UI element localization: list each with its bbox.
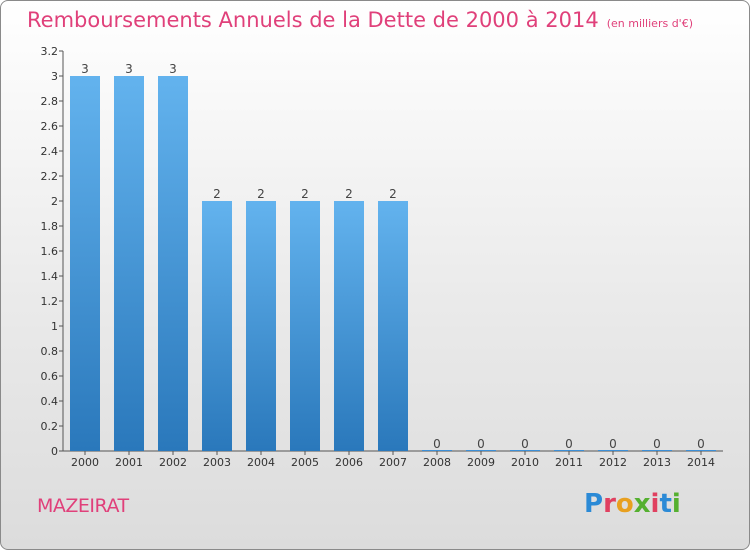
x-tick-label: 2007 [379, 456, 407, 469]
title-text: Remboursements Annuels de la Dette de 20… [27, 8, 599, 32]
y-tick-label: 2.2 [41, 170, 59, 183]
y-tick-label: 1 [51, 320, 58, 333]
x-tick-label: 2001 [115, 456, 143, 469]
bar-2012 [598, 450, 628, 451]
data-label: 2 [213, 187, 221, 201]
data-label: 3 [81, 62, 89, 76]
data-label: 3 [125, 62, 133, 76]
bar-2011 [554, 450, 584, 451]
y-tick-label: 2 [51, 195, 58, 208]
x-tick-label: 2012 [599, 456, 627, 469]
y-tick-label: 1.4 [41, 270, 59, 283]
bar-2006 [334, 201, 364, 451]
data-label: 2 [257, 187, 265, 201]
bar-2000 [70, 76, 100, 451]
data-label: 0 [609, 437, 617, 451]
y-tick-label: 0.8 [41, 345, 59, 358]
bar-2002 [158, 76, 188, 451]
y-tick-label: 0.6 [41, 370, 59, 383]
data-label: 0 [521, 437, 529, 451]
x-tick-label: 2000 [71, 456, 99, 469]
data-label: 0 [477, 437, 485, 451]
data-label: 2 [389, 187, 397, 201]
bar-2003 [202, 201, 232, 451]
bar-2014 [686, 450, 716, 451]
y-tick-label: 2.4 [41, 145, 59, 158]
data-label: 3 [169, 62, 177, 76]
bar-2008 [422, 450, 452, 451]
bar-2010 [510, 450, 540, 451]
y-tick-label: 1.8 [41, 220, 59, 233]
bar-2004 [246, 201, 276, 451]
x-tick-label: 2003 [203, 456, 231, 469]
chart-subtitle: (en milliers d'€) [606, 17, 693, 30]
bar-2013 [642, 450, 672, 451]
data-label: 0 [565, 437, 573, 451]
y-tick-label: 2.6 [41, 120, 59, 133]
y-tick-label: 1.6 [41, 245, 59, 258]
data-label: 0 [653, 437, 661, 451]
chart-title: Remboursements Annuels de la Dette de 20… [27, 8, 693, 32]
y-tick-label: 3 [51, 70, 58, 83]
x-tick-label: 2011 [555, 456, 583, 469]
x-tick-label: 2002 [159, 456, 187, 469]
x-tick-label: 2008 [423, 456, 451, 469]
x-tick-label: 2009 [467, 456, 495, 469]
y-tick-label: 1.2 [41, 295, 59, 308]
bar-2007 [378, 201, 408, 451]
y-tick-label: 0 [51, 445, 58, 458]
bar-2001 [114, 76, 144, 451]
y-tick-label: 2.8 [41, 95, 59, 108]
y-tick-label: 0.2 [41, 420, 59, 433]
proxiti-logo: Proxiti [584, 489, 681, 519]
data-label: 2 [301, 187, 309, 201]
x-tick-label: 2005 [291, 456, 319, 469]
x-tick-label: 2004 [247, 456, 275, 469]
x-tick-label: 2006 [335, 456, 363, 469]
bar-2009 [466, 450, 496, 451]
data-label: 2 [345, 187, 353, 201]
data-label: 0 [697, 437, 705, 451]
x-tick-label: 2010 [511, 456, 539, 469]
bar-2005 [290, 201, 320, 451]
x-tick-label: 2014 [687, 456, 715, 469]
data-label: 0 [433, 437, 441, 451]
y-tick-label: 0.4 [41, 395, 59, 408]
y-tick-label: 3.2 [41, 45, 59, 58]
x-tick-label: 2013 [643, 456, 671, 469]
commune-name: MAZEIRAT [37, 495, 129, 517]
